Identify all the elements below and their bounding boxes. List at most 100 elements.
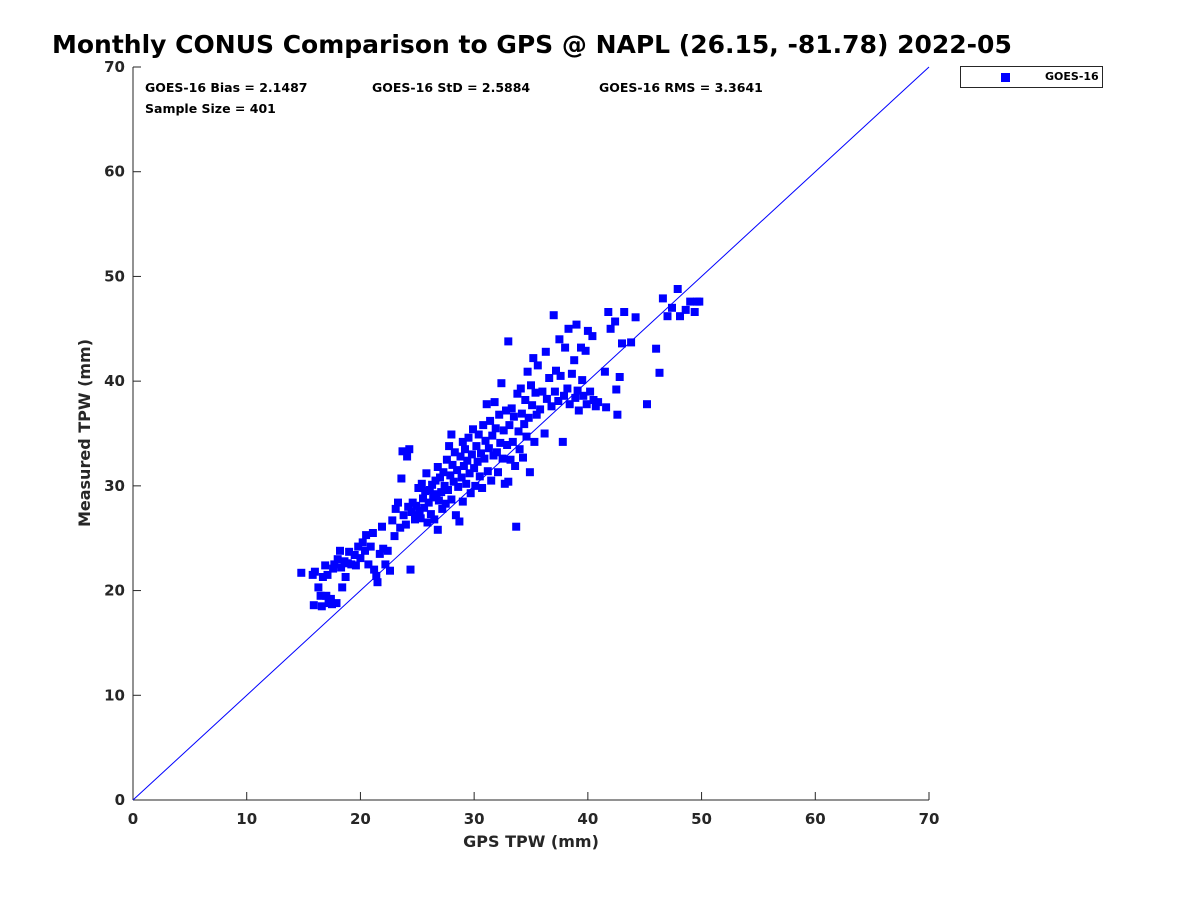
data-point	[517, 409, 526, 418]
data-point	[498, 454, 507, 463]
y-tick-label: 0	[115, 791, 125, 809]
data-point	[454, 482, 463, 491]
data-point	[541, 347, 550, 356]
data-point	[406, 565, 415, 574]
data-point	[478, 484, 487, 492]
data-point	[444, 486, 452, 494]
data-point	[394, 498, 402, 507]
y-axis-label: Measured TPW (mm)	[75, 339, 94, 527]
data-point	[521, 396, 530, 404]
data-point	[310, 567, 319, 576]
data-point	[658, 294, 667, 303]
scatter-points	[297, 285, 704, 611]
data-point	[606, 324, 615, 333]
data-point	[530, 437, 539, 446]
data-point	[457, 473, 466, 482]
data-point	[471, 481, 480, 490]
data-point	[574, 406, 583, 415]
stat-rms: GOES-16 RMS = 3.3641	[599, 80, 763, 95]
data-point	[505, 421, 514, 430]
data-point	[449, 477, 458, 486]
data-point	[550, 387, 559, 396]
data-point	[433, 525, 442, 534]
data-point	[560, 391, 568, 400]
data-point	[411, 515, 419, 524]
data-point	[338, 583, 347, 592]
data-point	[336, 546, 344, 555]
data-point	[652, 344, 661, 353]
data-point	[417, 479, 426, 488]
data-point	[398, 447, 407, 456]
data-point	[388, 516, 397, 525]
x-tick-label: 30	[464, 810, 485, 828]
data-point	[441, 499, 450, 508]
data-point	[423, 518, 432, 527]
data-point	[430, 515, 439, 524]
data-point	[297, 568, 306, 577]
data-point	[467, 450, 476, 459]
data-point	[579, 391, 588, 400]
data-point	[503, 441, 512, 449]
data-point	[565, 400, 574, 409]
data-point	[612, 385, 621, 394]
data-point	[329, 564, 338, 573]
data-point	[563, 384, 572, 393]
data-point	[538, 387, 547, 396]
data-point	[447, 495, 456, 504]
data-point	[690, 308, 699, 316]
data-point	[523, 367, 532, 376]
chart-title: Monthly CONUS Comparison to GPS @ NAPL (…	[52, 30, 1012, 59]
data-point	[627, 338, 636, 347]
data-point	[456, 452, 465, 461]
data-point	[589, 396, 598, 404]
data-point	[458, 437, 467, 446]
data-point	[655, 368, 664, 377]
data-point	[618, 339, 626, 348]
data-point	[403, 452, 412, 461]
data-point	[379, 544, 388, 553]
data-point	[496, 438, 505, 447]
data-point	[520, 420, 529, 429]
data-point	[383, 546, 392, 555]
data-point	[663, 312, 672, 321]
data-point	[613, 410, 622, 419]
data-point	[470, 464, 479, 473]
legend: GOES-16	[960, 66, 1103, 88]
data-point	[514, 427, 523, 436]
x-tick-label: 70	[919, 810, 940, 828]
data-point	[488, 431, 497, 440]
data-point	[495, 410, 504, 419]
data-point	[345, 547, 354, 556]
data-point	[439, 468, 448, 477]
legend-marker-goes16	[1001, 73, 1010, 82]
stat-std: GOES-16 StD = 2.5884	[372, 80, 530, 95]
data-point	[536, 405, 545, 414]
data-point	[494, 468, 502, 477]
y-tick-label: 70	[104, 58, 125, 76]
data-point	[502, 406, 510, 415]
data-point	[396, 523, 405, 532]
data-point	[433, 463, 442, 471]
data-point	[631, 313, 640, 322]
data-point	[556, 371, 565, 380]
data-point	[469, 425, 477, 434]
data-point	[397, 474, 406, 483]
data-point	[552, 366, 560, 375]
data-point	[337, 563, 346, 572]
data-point	[361, 546, 369, 555]
data-point	[381, 560, 390, 569]
data-point	[473, 457, 482, 466]
y-tick-label: 20	[104, 582, 125, 600]
data-point	[602, 403, 611, 412]
data-point	[681, 305, 690, 314]
data-point	[412, 501, 421, 510]
data-point	[615, 373, 624, 381]
data-point	[440, 481, 449, 490]
data-point	[509, 412, 518, 421]
data-point	[451, 511, 460, 520]
axis-ticks: 0 10 20 30 40 50 60 70 0 10 20 30 40 50 60 70	[104, 58, 939, 828]
data-point	[426, 510, 435, 519]
x-tick-label: 10	[236, 810, 257, 828]
data-point	[322, 591, 331, 600]
